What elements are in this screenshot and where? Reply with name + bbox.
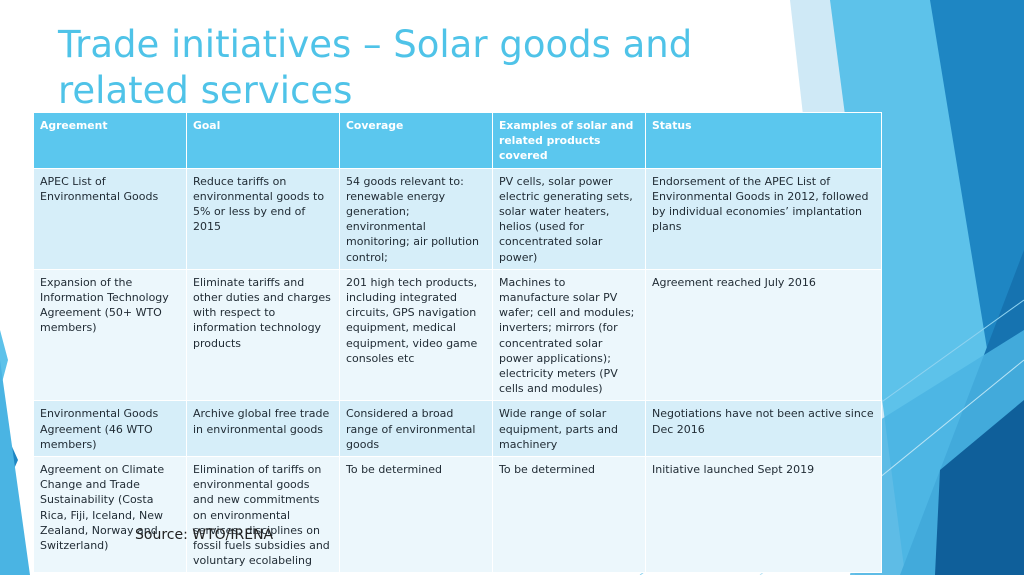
slide-title: Trade initiatives – Solar goods and rela… <box>58 23 693 112</box>
table-row: Agreement on Climate Change and Trade Su… <box>33 456 882 574</box>
cell-coverage: To be determined <box>339 456 493 574</box>
cell-examples: To be determined <box>492 456 646 574</box>
cell-agreement: APEC List of Environmental Goods <box>33 167 187 270</box>
cell-agreement: Expansion of the Information Technology … <box>33 268 187 402</box>
cell-goal: Elimination of tariffs on environmental … <box>186 456 340 574</box>
cell-status: Negotiations have not been active since … <box>645 400 882 458</box>
cell-agreement: Environmental Goods Agreement (46 WTO me… <box>33 400 187 458</box>
cell-coverage: 201 high tech products, including integr… <box>339 268 493 402</box>
table-header-row: Agreement Goal Coverage Examples of sola… <box>33 112 882 169</box>
cell-agreement: Agreement on Climate Change and Trade Su… <box>33 456 187 574</box>
table-row: Expansion of the Information Technology … <box>33 268 882 402</box>
cell-coverage: Considered a broad range of environmenta… <box>339 400 493 458</box>
table-row: Environmental Goods Agreement (46 WTO me… <box>33 400 882 458</box>
cell-status: Initiative launched Sept 2019 <box>645 456 882 574</box>
cell-coverage: 54 goods relevant to: renewable energy g… <box>339 167 493 270</box>
cell-examples: Machines to manufacture solar PV wafer; … <box>492 268 646 402</box>
column-header-goal: Goal <box>186 112 340 169</box>
cell-examples: PV cells, solar power electric generatin… <box>492 167 646 270</box>
source-note: Source: WTO/IRENA <box>135 527 274 543</box>
cell-goal: Eliminate tariffs and other duties and c… <box>186 268 340 402</box>
table-row: APEC List of Environmental Goods Reduce … <box>33 167 882 270</box>
cell-status: Endorsement of the APEC List of Environm… <box>645 167 882 270</box>
column-header-status: Status <box>645 112 882 169</box>
cell-goal: Archive global free trade in environment… <box>186 400 340 458</box>
column-header-examples: Examples of solar and related products c… <box>492 112 646 169</box>
trade-initiatives-table: Agreement Goal Coverage Examples of sola… <box>33 112 882 574</box>
column-header-agreement: Agreement <box>33 112 187 169</box>
cell-status: Agreement reached July 2016 <box>645 268 882 402</box>
cell-examples: Wide range of solar equipment, parts and… <box>492 400 646 458</box>
cell-goal: Reduce tariffs on environmental goods to… <box>186 167 340 270</box>
column-header-coverage: Coverage <box>339 112 493 169</box>
